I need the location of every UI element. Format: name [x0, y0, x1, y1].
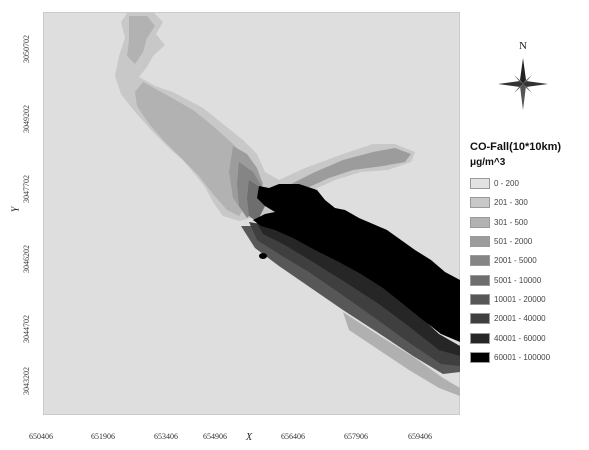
x-axis-label: X — [246, 432, 253, 443]
contour-501-2000-fringe — [343, 312, 460, 396]
legend-label: 501 - 2000 — [494, 237, 533, 247]
isolated-spot — [259, 253, 267, 259]
contour-301-500 — [135, 82, 255, 216]
legend-swatch — [470, 216, 490, 228]
legend-unit: μg/m^3 — [470, 157, 506, 168]
contour-20001-40000 — [249, 222, 460, 366]
y-tick-label: 3046202 — [22, 245, 31, 273]
x-tick-label: 659406 — [408, 432, 432, 441]
legend-label: 301 - 500 — [494, 217, 528, 227]
contour-40001-60000 — [255, 220, 460, 356]
legend-swatch — [470, 293, 490, 305]
y-tick-label: 3049202 — [22, 105, 31, 133]
legend-label: 201 - 300 — [494, 198, 528, 208]
legend-swatch — [470, 236, 490, 248]
legend-swatch — [470, 313, 490, 325]
concentration-map — [43, 12, 460, 415]
compass-rose-icon — [498, 58, 548, 110]
x-tick-label: 656406 — [281, 432, 305, 441]
x-tick-label: 651906 — [91, 432, 115, 441]
legend-label: 10001 - 20000 — [494, 294, 546, 304]
x-tick-label: 654906 — [203, 432, 227, 441]
y-tick-label: 3050702 — [22, 35, 31, 63]
x-tick-label: 657906 — [344, 432, 368, 441]
contour-60001-100000 — [253, 184, 460, 342]
legend: CO-Fall(10*10km) μg/m^3 0 - 200 201 - 30… — [470, 141, 588, 367]
contour-501-2000 — [291, 148, 411, 188]
north-label: N — [519, 40, 527, 52]
legend-item: 201 - 300 — [470, 193, 588, 212]
legend-item: 60001 - 100000 — [470, 348, 588, 367]
legend-item: 0 - 200 — [470, 174, 588, 193]
legend-label: 0 - 200 — [494, 179, 519, 189]
map-canvas — [43, 12, 460, 415]
y-tick-label: 3044702 — [22, 315, 31, 343]
y-tick-label: 3047702 — [22, 175, 31, 203]
legend-item: 10001 - 20000 — [470, 290, 588, 309]
legend-swatch — [470, 197, 490, 209]
legend-label: 60001 - 100000 — [494, 352, 551, 362]
legend-swatch — [470, 274, 490, 286]
legend-item: 5001 - 10000 — [470, 270, 588, 289]
legend-item: 20001 - 40000 — [470, 309, 588, 328]
legend-title: CO-Fall(10*10km) — [470, 141, 562, 153]
legend-label: 20001 - 40000 — [494, 314, 546, 324]
y-tick-label: 3043202 — [22, 367, 31, 395]
legend-item: 501 - 2000 — [470, 232, 588, 251]
x-tick-label: 650406 — [29, 432, 53, 441]
legend-item: 301 - 500 — [470, 213, 588, 232]
legend-item: 40001 - 60000 — [470, 328, 588, 347]
legend-label: 5001 - 10000 — [494, 275, 542, 285]
legend-swatch — [470, 332, 490, 344]
y-axis-label: Y — [10, 206, 22, 213]
legend-swatch — [470, 178, 490, 190]
legend-label: 2001 - 5000 — [494, 256, 537, 266]
legend-item: 2001 - 5000 — [470, 251, 588, 270]
x-tick-label: 653406 — [154, 432, 178, 441]
contour-301-500-north — [127, 16, 155, 64]
legend-label: 40001 - 60000 — [494, 333, 546, 343]
legend-swatch — [470, 351, 490, 363]
legend-swatch — [470, 255, 490, 267]
